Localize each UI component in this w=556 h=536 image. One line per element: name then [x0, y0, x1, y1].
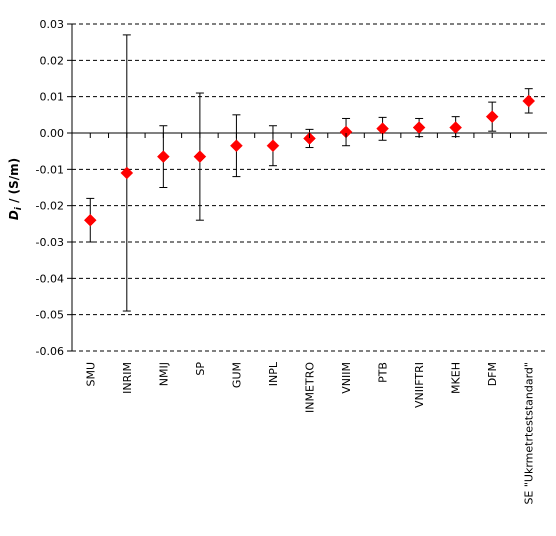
x-tick-label: INPL	[267, 361, 280, 386]
y-tick-label: 0.01	[40, 91, 65, 104]
y-tick-label: -0.04	[36, 272, 64, 285]
x-tick-label: VNIIFTRI	[413, 362, 426, 408]
y-tick-label: -0.02	[36, 200, 64, 213]
y-tick-label: 0.02	[40, 54, 65, 67]
x-tick-label: MKEH	[450, 362, 463, 394]
y-tick-label: 0.00	[40, 127, 65, 140]
data-point	[193, 150, 207, 163]
grid-lines	[72, 23, 547, 352]
data-point	[303, 132, 316, 145]
data-point	[449, 121, 463, 134]
y-tick-label: 0.03	[40, 18, 65, 31]
x-tick-labels: SMU INRIM NMIJ SP GUM INPL INMETRO VNIIM PTB VNII…	[84, 133, 536, 505]
y-tick-label: -0.05	[36, 309, 64, 322]
x-tick-label: SE "Ukrmetrteststandard"	[523, 362, 536, 505]
x-tick-label: INRIM	[121, 362, 134, 394]
x-tick-label: INMETRO	[304, 362, 317, 413]
error-bars	[86, 34, 533, 312]
x-tick-label: PTB	[377, 362, 390, 383]
data-point	[230, 139, 243, 153]
y-tick-label: -0.01	[36, 163, 64, 176]
x-tick-label: DFM	[486, 362, 499, 386]
x-tick-label: SP	[194, 362, 207, 376]
data-point	[485, 110, 499, 124]
y-axis-unit: / (S/m)	[7, 158, 21, 207]
y-axis-title: Di / (S/m)	[7, 158, 24, 220]
data-point	[266, 139, 280, 153]
data-point	[120, 166, 134, 180]
data-point	[83, 213, 97, 227]
x-tick-label: NMIJ	[157, 362, 170, 386]
x-tick-label: SMU	[84, 362, 97, 387]
y-tick-label: -0.06	[36, 345, 64, 358]
data-point	[522, 94, 536, 108]
y-tick-label: -0.03	[36, 236, 64, 249]
y-axis-symbol: D	[7, 210, 21, 220]
data-point	[412, 121, 426, 134]
y-tick-labels: 0.03 0.02 0.01 0.00 -0.01 -0.02 -0.03 -0.04 -0.0…	[36, 18, 72, 358]
y-axis-subscript: i	[14, 206, 24, 210]
data-point	[156, 150, 170, 163]
x-tick-label: GUM	[230, 362, 243, 388]
x-tick-label: VNIIM	[340, 362, 353, 394]
data-points	[83, 94, 536, 227]
